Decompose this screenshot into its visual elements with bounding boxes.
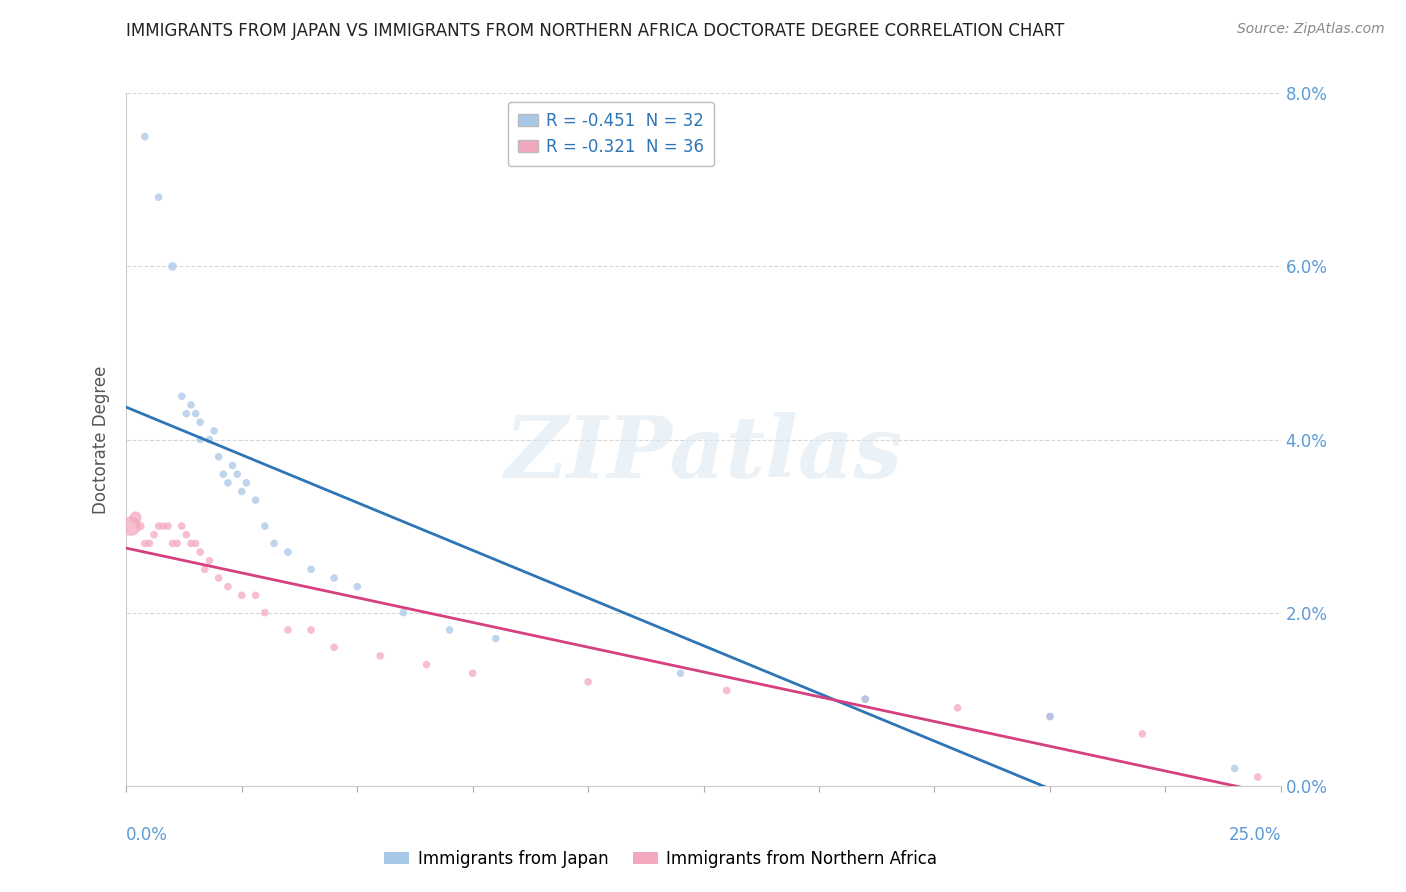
Text: IMMIGRANTS FROM JAPAN VS IMMIGRANTS FROM NORTHERN AFRICA DOCTORATE DEGREE CORREL: IMMIGRANTS FROM JAPAN VS IMMIGRANTS FROM… (127, 22, 1064, 40)
Point (198, 433, 221, 447)
Point (323, 640, 346, 655)
Point (323, 571, 346, 585)
Point (170, 389, 193, 403)
Point (212, 467, 235, 482)
Point (208, 571, 231, 585)
Point (346, 580, 368, 594)
Point (152, 519, 174, 533)
Point (299, 623, 322, 637)
Point (198, 554, 221, 568)
Point (1039, 709, 1062, 723)
Point (208, 450, 231, 464)
Point (253, 519, 276, 533)
Point (263, 536, 285, 550)
Point (148, 519, 170, 533)
Point (415, 657, 437, 672)
Point (129, 519, 152, 533)
Point (235, 475, 257, 490)
Point (120, 519, 142, 533)
Point (485, 632, 508, 646)
Point (946, 701, 969, 715)
Point (231, 484, 253, 499)
Point (1039, 709, 1062, 723)
Point (231, 588, 253, 602)
Point (134, 129, 156, 144)
Point (853, 692, 876, 706)
Point (217, 475, 239, 490)
Point (226, 467, 249, 482)
Point (124, 510, 146, 524)
Point (148, 190, 170, 204)
Point (368, 648, 391, 663)
Point (180, 536, 202, 550)
Text: ZIPatlas: ZIPatlas (505, 411, 903, 495)
Point (184, 536, 207, 550)
Point (176, 527, 198, 541)
Point (669, 666, 692, 681)
Point (1130, 727, 1153, 741)
Point (853, 692, 876, 706)
Point (221, 458, 243, 473)
Point (245, 588, 267, 602)
Point (245, 493, 267, 508)
Point (1223, 761, 1246, 775)
Point (188, 433, 211, 447)
Point (188, 545, 211, 559)
Legend: R = -0.451  N = 32, R = -0.321  N = 36: R = -0.451 N = 32, R = -0.321 N = 36 (508, 102, 714, 166)
Point (392, 606, 415, 620)
Point (162, 536, 184, 550)
Point (461, 666, 484, 681)
Point (202, 424, 225, 438)
Point (156, 519, 179, 533)
Text: 0.0%: 0.0% (127, 826, 169, 844)
Point (277, 623, 299, 637)
Point (217, 580, 239, 594)
Legend: Immigrants from Japan, Immigrants from Northern Africa: Immigrants from Japan, Immigrants from N… (377, 844, 945, 875)
Point (162, 260, 184, 274)
Point (439, 623, 461, 637)
Point (143, 527, 166, 541)
Point (277, 545, 299, 559)
Point (299, 562, 322, 576)
Point (170, 519, 193, 533)
Point (176, 407, 198, 421)
Point (1247, 770, 1270, 784)
Point (180, 398, 202, 412)
Y-axis label: Doctorate Degree: Doctorate Degree (93, 366, 110, 514)
Point (188, 415, 211, 429)
Point (184, 407, 207, 421)
Point (138, 536, 160, 550)
Point (134, 536, 156, 550)
Point (166, 536, 188, 550)
Text: Source: ZipAtlas.com: Source: ZipAtlas.com (1237, 22, 1385, 37)
Text: 25.0%: 25.0% (1229, 826, 1281, 844)
Point (576, 674, 599, 689)
Point (194, 562, 217, 576)
Point (716, 683, 738, 698)
Point (253, 606, 276, 620)
